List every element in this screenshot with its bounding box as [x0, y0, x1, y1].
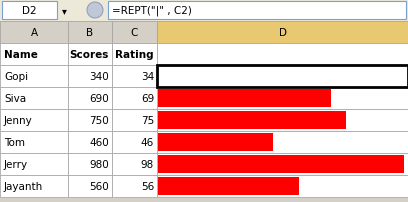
Bar [158, 89, 331, 107]
Bar [68, 44, 112, 66]
Bar [157, 22, 408, 44]
Text: C: C [131, 28, 138, 38]
Bar [108, 2, 406, 20]
Circle shape [87, 3, 103, 19]
Bar [112, 153, 157, 175]
Text: Tom: Tom [4, 137, 25, 147]
Bar [112, 44, 157, 66]
Text: 340: 340 [89, 72, 109, 82]
Bar [0, 131, 68, 153]
Bar [2, 2, 57, 20]
Bar [68, 175, 112, 197]
Bar [112, 22, 157, 44]
Text: A: A [31, 28, 38, 38]
Bar [158, 155, 404, 173]
Bar [0, 87, 68, 109]
Text: =REPT("|" , C2): =REPT("|" , C2) [112, 6, 192, 16]
Text: 56: 56 [141, 181, 154, 191]
Bar [0, 175, 68, 197]
Bar [112, 66, 157, 87]
Bar [68, 153, 112, 175]
Text: 560: 560 [89, 181, 109, 191]
Bar [112, 175, 157, 197]
Text: ▾: ▾ [62, 6, 67, 16]
Bar [0, 66, 68, 87]
Text: Siva: Siva [4, 94, 26, 103]
Text: Scores: Scores [70, 50, 109, 60]
Text: 69: 69 [141, 94, 154, 103]
Text: 75: 75 [141, 115, 154, 125]
Bar [158, 112, 346, 129]
Text: 460: 460 [89, 137, 109, 147]
Bar [0, 22, 68, 44]
Text: D2: D2 [22, 6, 37, 16]
Text: B: B [86, 28, 93, 38]
Text: Gopi: Gopi [4, 72, 28, 82]
Bar [157, 87, 408, 109]
Text: Jayanth: Jayanth [4, 181, 43, 191]
Bar [157, 44, 408, 66]
Text: 98: 98 [141, 159, 154, 169]
Bar [112, 87, 157, 109]
Bar [68, 87, 112, 109]
Bar [157, 131, 408, 153]
Bar [0, 44, 68, 66]
Bar [68, 131, 112, 153]
Bar [0, 109, 68, 131]
Bar [0, 153, 68, 175]
Text: Jenny: Jenny [4, 115, 33, 125]
Text: Rating: Rating [115, 50, 154, 60]
Bar [157, 153, 408, 175]
Bar [68, 22, 112, 44]
Bar [158, 177, 299, 195]
Bar [157, 109, 408, 131]
Bar [158, 68, 243, 86]
Bar [112, 109, 157, 131]
Bar [157, 66, 408, 87]
Bar [68, 109, 112, 131]
Text: 750: 750 [89, 115, 109, 125]
Bar [157, 175, 408, 197]
Bar [0, 0, 408, 22]
Text: D: D [279, 28, 286, 38]
Bar [68, 66, 112, 87]
Text: 34: 34 [141, 72, 154, 82]
Bar [158, 133, 273, 151]
Text: Jerry: Jerry [4, 159, 28, 169]
Text: 690: 690 [89, 94, 109, 103]
Text: 980: 980 [89, 159, 109, 169]
Bar [112, 131, 157, 153]
Text: 46: 46 [141, 137, 154, 147]
Text: Name: Name [4, 50, 38, 60]
